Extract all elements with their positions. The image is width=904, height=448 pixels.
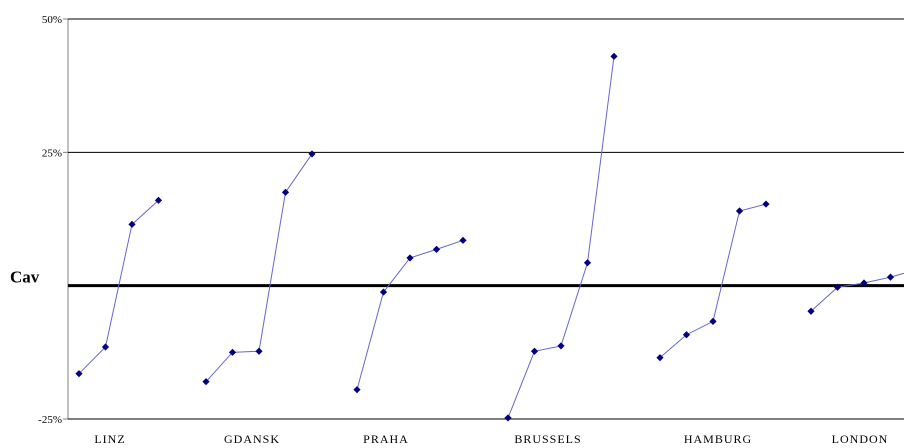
- grid-lines: [63, 18, 904, 420]
- y-tick-label: 25%: [42, 147, 62, 159]
- series-line: [205, 153, 313, 383]
- category-label: PRAHA: [363, 432, 409, 446]
- cav-label: Cav: [10, 268, 40, 287]
- category-label: LINZ: [94, 432, 125, 446]
- data-point: [128, 220, 136, 228]
- data-point: [583, 259, 592, 267]
- series-line: [659, 203, 767, 359]
- data-point: [656, 354, 664, 362]
- data-point: [432, 245, 441, 253]
- series-line: [507, 56, 615, 419]
- data-point: [459, 236, 467, 244]
- data-point: [682, 331, 691, 339]
- data-point: [353, 386, 361, 394]
- category-label: HAMBURG: [684, 432, 752, 446]
- series-line: [356, 239, 464, 390]
- data-point: [154, 196, 163, 204]
- data-point: [228, 348, 237, 356]
- data-point: [406, 254, 414, 262]
- data-point: [860, 279, 868, 287]
- data-point: [281, 188, 290, 196]
- data-point: [202, 378, 210, 386]
- y-tick-labels: 50% 25% -25% Cav: [10, 14, 62, 426]
- series-line: [78, 199, 159, 375]
- data-point: [886, 273, 895, 281]
- data-point: [807, 307, 815, 315]
- data-point: [530, 347, 539, 355]
- data-point: [308, 150, 316, 158]
- data-point: [709, 317, 717, 325]
- data-point: [379, 288, 388, 296]
- data-point: [101, 343, 110, 351]
- data-point: [75, 370, 83, 378]
- y-tick-label: 50%: [42, 14, 62, 26]
- data-point: [504, 414, 512, 422]
- data-point: [833, 283, 842, 291]
- data-point: [255, 347, 263, 355]
- data-point: [557, 342, 565, 350]
- data-point: [762, 200, 770, 208]
- category-label: LONDON: [832, 432, 889, 446]
- category-label: GDANSK: [224, 432, 280, 446]
- data-point: [610, 52, 618, 60]
- category-label: BRUSSELS: [514, 432, 581, 446]
- data-point: [735, 207, 744, 215]
- series-group: [75, 52, 904, 422]
- category-labels: LINZ GDANSK PRAHA BRUSSELS HAMBURG LONDON: [94, 432, 889, 446]
- y-tick-label: -25%: [38, 414, 62, 426]
